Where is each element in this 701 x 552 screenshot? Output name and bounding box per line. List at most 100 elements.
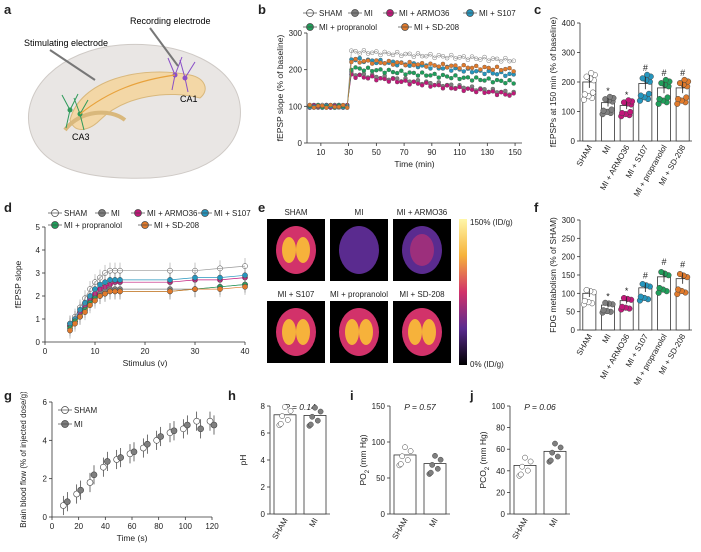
fdg-image-label: MI + S107 (278, 290, 315, 299)
x-category-label: SHAM (390, 516, 410, 541)
x-tick-label: 10 (316, 148, 325, 157)
data-point (637, 92, 644, 99)
fdg-brain-core (410, 234, 434, 266)
fdg-image-label: MI + propranolol (330, 290, 388, 299)
data-point (683, 94, 690, 101)
data-point (407, 448, 414, 454)
x-axis-label: Time (min) (394, 159, 434, 169)
data-point (144, 440, 151, 448)
fdg-image-label: SHAM (284, 208, 307, 217)
data-point (675, 96, 682, 103)
data-point (153, 437, 160, 444)
series-line (69, 265, 246, 324)
y-axis-label: pH (238, 455, 248, 466)
bar (543, 450, 567, 515)
x-tick-label: 10 (91, 347, 100, 356)
panel-label-d: d (4, 200, 12, 215)
chart-i-po2-bars: 0 50 100 150 PO2 (mm Hg) P = 0.57 SHAM MI (358, 402, 450, 541)
y-tick-label: 400 (562, 19, 576, 28)
data-point (644, 71, 651, 78)
y-axis-label-main: PO (358, 473, 368, 486)
legend-label: MI + SD-208 (414, 23, 460, 32)
p-value-label: P = 0.06 (524, 402, 556, 412)
data-point (180, 425, 187, 433)
y-tick-label: 0 (571, 326, 576, 335)
chart-d-io-curve: 0 1 2 3 4 5 0 10 20 30 40 Stimulus (v) fEPSP slope SH… (13, 209, 251, 368)
data-point (427, 469, 434, 476)
chart-j-pco2-bars: 0 20 40 60 80 100 PCO2 (mm Hg) P = 0.06 SHAM MI (478, 402, 570, 541)
data-point (429, 462, 436, 468)
data-point (437, 456, 444, 463)
x-tick-label: 20 (141, 347, 150, 356)
x-category-label: SHAM (575, 143, 595, 168)
legend-label: MI (74, 420, 83, 429)
legend-label: MI + propranolol (64, 221, 122, 230)
data-point (184, 421, 191, 429)
y-tick-label: 2 (36, 292, 41, 301)
legend-label: MI + ARMO36 (147, 209, 198, 218)
data-point (197, 425, 204, 433)
y-tick-label: 300 (562, 49, 576, 58)
data-point (312, 404, 318, 411)
x-tick-label: 0 (43, 347, 48, 356)
data-point (637, 293, 644, 300)
significance-mark: # (643, 63, 648, 73)
data-point (86, 479, 94, 486)
fdg-brain-hotspot-left (345, 319, 359, 345)
y-axis-label: FDG metabolism (% of SHAM) (548, 217, 558, 333)
ca1-neurons (167, 56, 196, 93)
y-axis-label-main: PCO (478, 470, 488, 489)
x-category-label: MI (600, 144, 612, 156)
fdg-image-panel: SHAM MI MI + ARMO36 MI + S107 MI + propranol… (262, 205, 527, 385)
data-point (583, 286, 590, 294)
data-point (284, 417, 291, 423)
chart-b-fepsp-time: 0 100 200 300 10 30 50 70 90 110 130 150 Time (min) f… (275, 9, 522, 169)
panel-label-j: j (470, 388, 474, 403)
data-point (554, 453, 561, 460)
y-axis-label-unit: (mm Hg) (358, 434, 368, 470)
x-tick-label: 120 (205, 522, 219, 531)
y-axis-label: fEPSP slope (13, 260, 23, 308)
fdg-image-label: MI + SD-208 (399, 290, 445, 299)
y-tick-label: 5 (36, 223, 41, 232)
data-point (522, 454, 528, 461)
y-axis-label: PCO2 (mm Hg) (478, 431, 491, 488)
data-point (210, 421, 218, 429)
series-line (69, 274, 246, 324)
bar (657, 276, 671, 331)
data-point (282, 404, 288, 410)
significance-mark: * (625, 90, 629, 100)
y-tick-label: 60 (496, 445, 505, 454)
x-category-label: MI (427, 517, 439, 529)
y-tick-label: 50 (376, 474, 385, 483)
data-point (277, 420, 284, 427)
data-point (307, 102, 312, 108)
data-point (314, 417, 321, 424)
legend-label: MI + propranolol (319, 23, 377, 32)
legend-label: MI + S107 (479, 9, 516, 18)
data-point (557, 444, 564, 451)
x-category-label: SHAM (575, 332, 595, 357)
y-tick-label: 4 (261, 456, 266, 465)
data-point (606, 93, 613, 100)
y-axis-label-subscript: 2 (365, 469, 371, 473)
y-tick-label: 4 (43, 436, 48, 445)
y-tick-label: 8 (261, 402, 266, 411)
legend-label: MI + SD-208 (154, 221, 200, 230)
x-tick-label: 80 (154, 522, 163, 531)
x-tick-label: 20 (74, 522, 83, 531)
data-point (681, 76, 688, 83)
data-point (549, 449, 556, 456)
fdg-image-label: MI (355, 208, 364, 217)
y-tick-label: 0 (36, 338, 41, 347)
series-mi-sd-208 (307, 56, 516, 110)
series-line (309, 58, 514, 109)
data-point (77, 486, 84, 494)
data-point (157, 433, 164, 440)
y-axis-label: fEPSP slope (% of baseline) (275, 35, 285, 142)
significance-mark: # (643, 271, 648, 281)
data-point (309, 413, 316, 420)
data-point (619, 109, 626, 117)
data-point (619, 303, 626, 310)
fdg-brain-hotspot-right (296, 237, 310, 263)
